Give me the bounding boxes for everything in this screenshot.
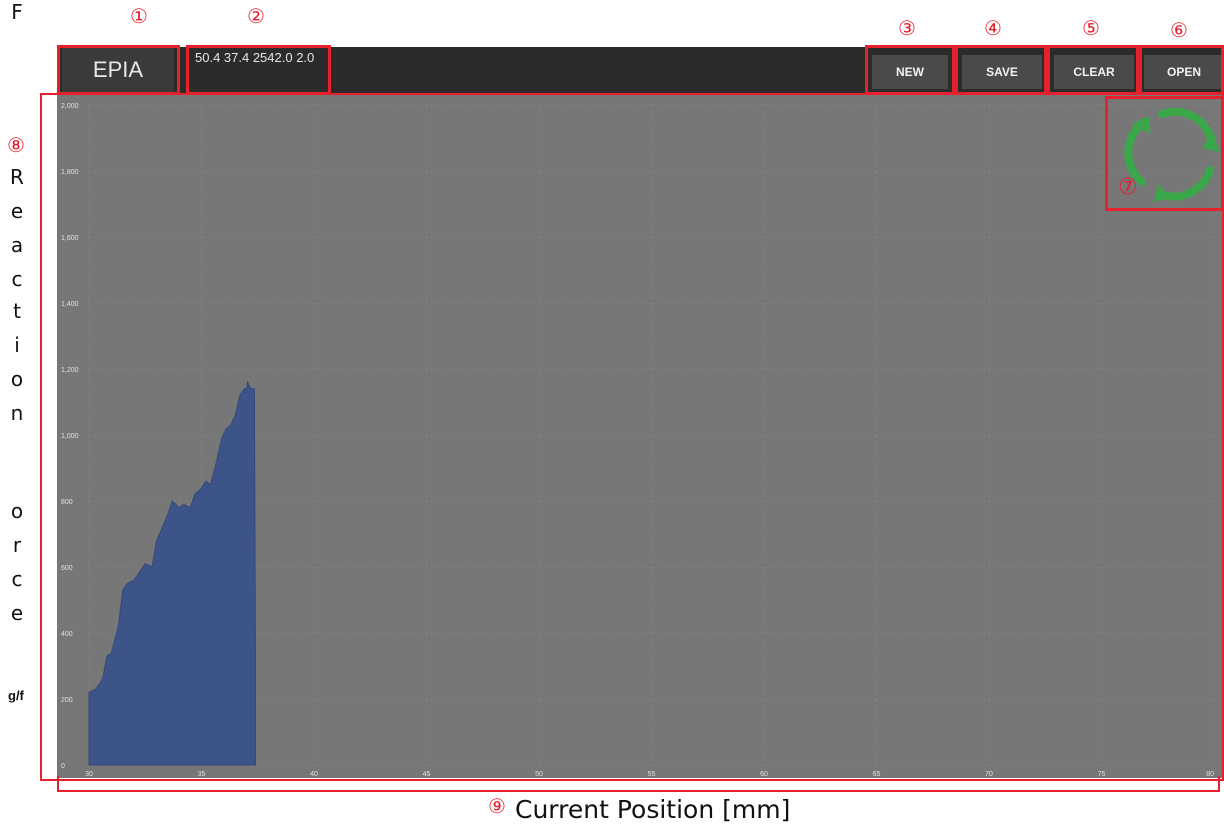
x-tick-label: 70 — [985, 771, 993, 778]
loading-spinner-icon — [1124, 107, 1220, 202]
callout-4: ④ — [984, 16, 1002, 40]
x-tick-label: 50 — [535, 771, 543, 778]
callout-8: ⑧ — [7, 133, 25, 157]
callout-3: ③ — [898, 16, 916, 40]
x-tick-label: 55 — [648, 771, 656, 778]
callout-2: ② — [247, 4, 265, 28]
highlight-new — [865, 45, 955, 95]
y-axis-title-letter: F — [11, 0, 23, 24]
y-tick-label: 1,800 — [61, 169, 79, 176]
y-axis-title-letter: a — [10, 233, 24, 257]
x-axis-title: Current Position [mm] — [515, 795, 791, 824]
y-tick-label: 200 — [61, 697, 73, 704]
save-button[interactable]: SAVE — [962, 55, 1042, 89]
callout-7: ⑦ — [1118, 175, 1138, 200]
y-tick-label: 1,600 — [61, 235, 79, 242]
x-tick-label: 65 — [873, 771, 881, 778]
y-axis-title-letter: r — [12, 533, 22, 557]
y-axis-title-letter: e — [10, 199, 24, 223]
x-tick-label: 45 — [423, 771, 431, 778]
x-tick-label: 80 — [1206, 771, 1214, 778]
clear-button[interactable]: CLEAR — [1054, 55, 1134, 89]
callout-5: ⑤ — [1082, 16, 1100, 40]
x-tick-label: 75 — [1098, 771, 1106, 778]
x-tick-label: 30 — [85, 771, 93, 778]
x-tick-label: 35 — [198, 771, 206, 778]
force-chart: 0 200 400 600 800 1,000 1,200 1,400 1,600 1,800 2,… — [61, 103, 1215, 778]
y-axis-unit: g/f — [8, 688, 24, 703]
highlight-readout — [186, 45, 331, 95]
new-button[interactable]: NEW — [872, 55, 948, 89]
highlight-save — [955, 45, 1047, 95]
y-tick-label: 600 — [61, 565, 73, 572]
y-axis-title-letter: i — [14, 333, 20, 357]
y-tick-label: 1,200 — [61, 367, 79, 374]
highlight-plot — [40, 93, 1224, 781]
y-axis-title-letter: o — [10, 499, 24, 523]
x-tick-label: 60 — [760, 771, 768, 778]
y-tick-label: 400 — [61, 631, 73, 638]
y-axis-title-letter: c — [11, 267, 23, 291]
y-axis-title-letter: R — [10, 165, 24, 189]
y-tick-label: 1,400 — [61, 301, 79, 308]
y-axis-title-letter: t — [13, 299, 21, 323]
y-axis-title-letter: o — [10, 367, 24, 391]
y-tick-label: 0 — [61, 763, 65, 770]
highlight-title — [57, 45, 180, 95]
y-tick-label: 800 — [61, 499, 73, 506]
callout-9: ⑨ — [488, 794, 506, 818]
force-area-series — [88, 380, 256, 766]
highlight-spinner — [1105, 96, 1224, 211]
y-tick-label: 2,000 — [61, 103, 79, 110]
open-button[interactable]: OPEN — [1144, 55, 1224, 89]
highlight-clear — [1047, 45, 1139, 95]
highlight-open — [1139, 45, 1224, 95]
callout-1: ① — [130, 4, 148, 28]
y-axis-title-letter: n — [10, 401, 24, 425]
app-title: EPIA — [62, 48, 174, 92]
sensor-readout: 50.4 37.4 2542.0 2.0 — [195, 50, 315, 65]
callout-6: ⑥ — [1170, 18, 1188, 42]
y-tick-label: 1,000 — [61, 433, 79, 440]
y-axis-title-letter: c — [11, 567, 23, 591]
highlight-x-axis — [57, 776, 1220, 792]
x-tick-label: 40 — [310, 771, 318, 778]
y-axis-title-letter: e — [10, 601, 24, 625]
